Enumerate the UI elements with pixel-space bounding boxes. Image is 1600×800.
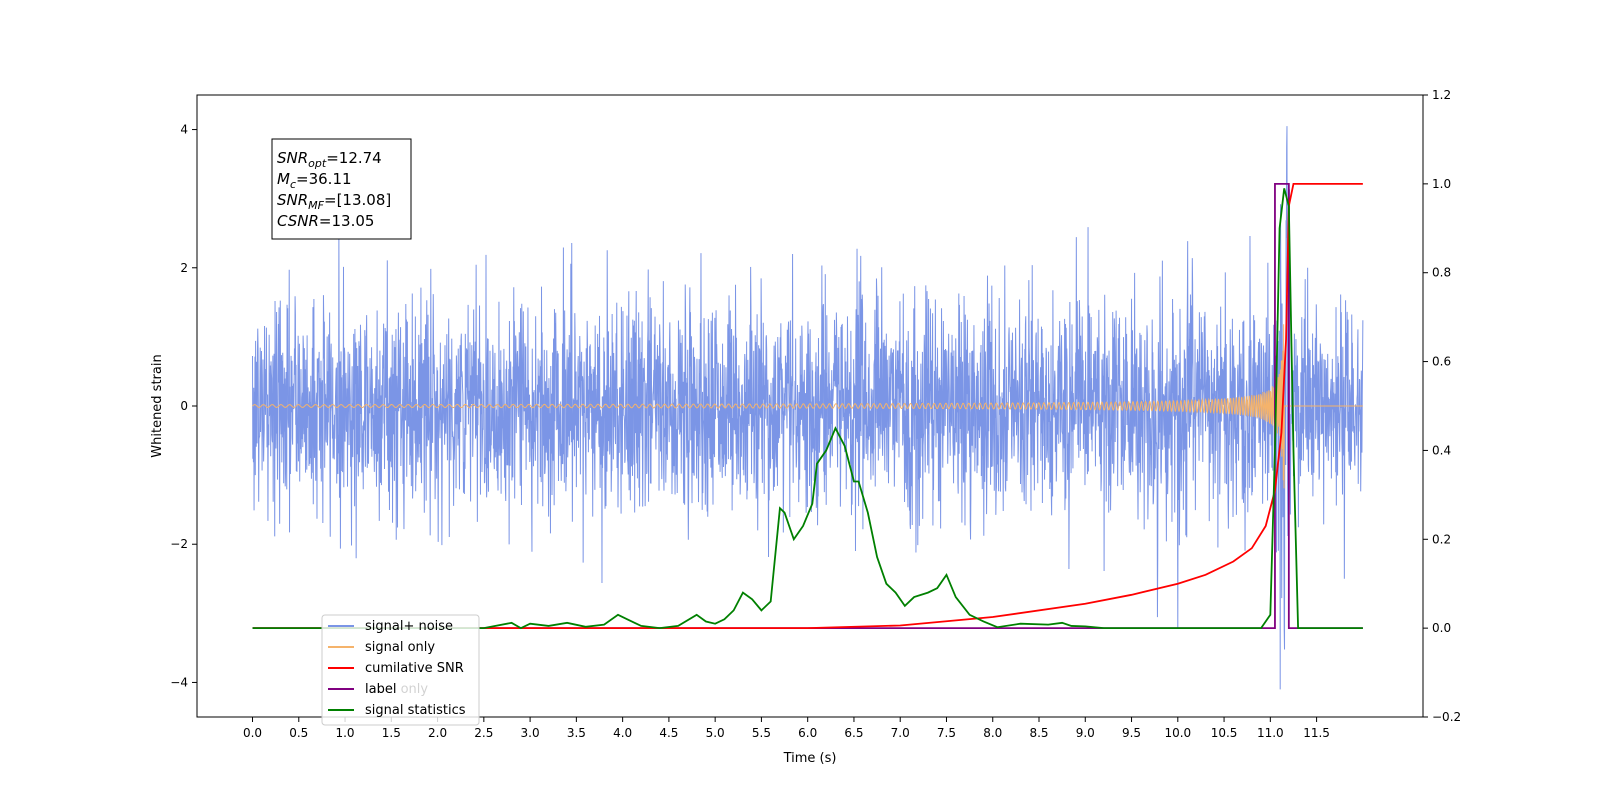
x-axis: 0.0 0.5 1.0 1.5 2.0 2.5 3.0 3.5 4.0 4.5 5.0 5.5 6.0 6…	[243, 717, 1330, 740]
y-tick-label: 0	[180, 399, 188, 413]
signal-noise-line	[252, 126, 1364, 690]
annotation-box	[271, 138, 412, 240]
y2-tick-label: 0.6	[1432, 355, 1451, 369]
legend-label: signal only	[365, 640, 435, 655]
x-tick-label: 5.5	[752, 726, 771, 740]
metrics-annotation: SNRopt=12.74Mc=36.11SNRMF=[13.08]CSNR=13…	[271, 138, 412, 240]
x-tick-label: 11.5	[1303, 726, 1330, 740]
annotation-line: SNRopt=12.74	[277, 149, 382, 170]
y-axis-label: Whitened strain	[150, 354, 165, 457]
annotation-line: SNRMF=[13.08]	[277, 191, 391, 212]
x-tick-label: 3.0	[521, 726, 540, 740]
y-tick-label: −4	[170, 675, 188, 689]
y2-tick-label: 0.8	[1432, 266, 1451, 280]
y-axis-left: −4 −2 0 2 4	[170, 123, 197, 689]
x-tick-label: 1.5	[382, 726, 401, 740]
x-tick-label: 8.0	[983, 726, 1002, 740]
x-tick-label: 0.0	[243, 726, 262, 740]
x-tick-label: 10.5	[1211, 726, 1238, 740]
x-tick-label: 9.5	[1122, 726, 1141, 740]
x-tick-label: 8.5	[1029, 726, 1048, 740]
x-tick-label: 7.0	[891, 726, 910, 740]
legend-label-hidden: label only	[365, 682, 428, 697]
x-tick-label: 4.5	[659, 726, 678, 740]
x-axis-label: Time (s)	[783, 751, 837, 766]
y-tick-label: 4	[180, 123, 188, 137]
signal-statistics-line	[252, 188, 1363, 630]
x-tick-label: 1.0	[335, 726, 354, 740]
y-axis-right: −0.2 0.0 0.2 0.4 0.6 0.8 1.0 1.2	[1423, 88, 1461, 724]
legend-label: signal statistics	[365, 703, 466, 718]
legend: signal+ noise signal only cumilative SNR la…	[321, 614, 480, 726]
legend-label: signal+ noise	[365, 619, 453, 634]
x-tick-label: 9.0	[1076, 726, 1095, 740]
x-tick-label: 5.0	[706, 726, 725, 740]
annotation-line: Mc=36.11	[277, 170, 352, 191]
cumulative-snr-line	[252, 182, 1363, 630]
y2-tick-label: 0.0	[1432, 621, 1451, 635]
x-tick-label: 2.5	[474, 726, 493, 740]
x-tick-label: 6.5	[844, 726, 863, 740]
x-tick-label: 2.0	[428, 726, 447, 740]
y-tick-label: 2	[180, 261, 188, 275]
y2-tick-label: 1.2	[1432, 88, 1451, 102]
legend-label: label	[365, 682, 396, 697]
y2-tick-label: −0.2	[1432, 710, 1461, 724]
annotation-line: CSNR=13.05	[277, 212, 374, 230]
x-tick-label: 6.0	[798, 726, 817, 740]
right-axis-series	[252, 182, 1363, 630]
x-tick-label: 0.5	[289, 726, 308, 740]
y2-tick-label: 1.0	[1432, 177, 1451, 191]
x-tick-label: 3.5	[567, 726, 586, 740]
x-tick-label: 10.0	[1164, 726, 1191, 740]
y-tick-label: −2	[170, 537, 188, 551]
legend-box	[321, 614, 480, 726]
y2-tick-label: 0.2	[1432, 532, 1451, 546]
x-tick-label: 7.5	[937, 726, 956, 740]
signal-only-line	[252, 324, 1363, 489]
series-signal-noise	[252, 126, 1364, 690]
x-tick-label: 4.0	[613, 726, 632, 740]
plot-area	[252, 126, 1364, 690]
series-signal-only	[252, 324, 1363, 489]
x-tick-label: 11.0	[1257, 726, 1284, 740]
legend-label: cumilative SNR	[365, 661, 464, 676]
y2-tick-label: 0.4	[1432, 443, 1451, 457]
